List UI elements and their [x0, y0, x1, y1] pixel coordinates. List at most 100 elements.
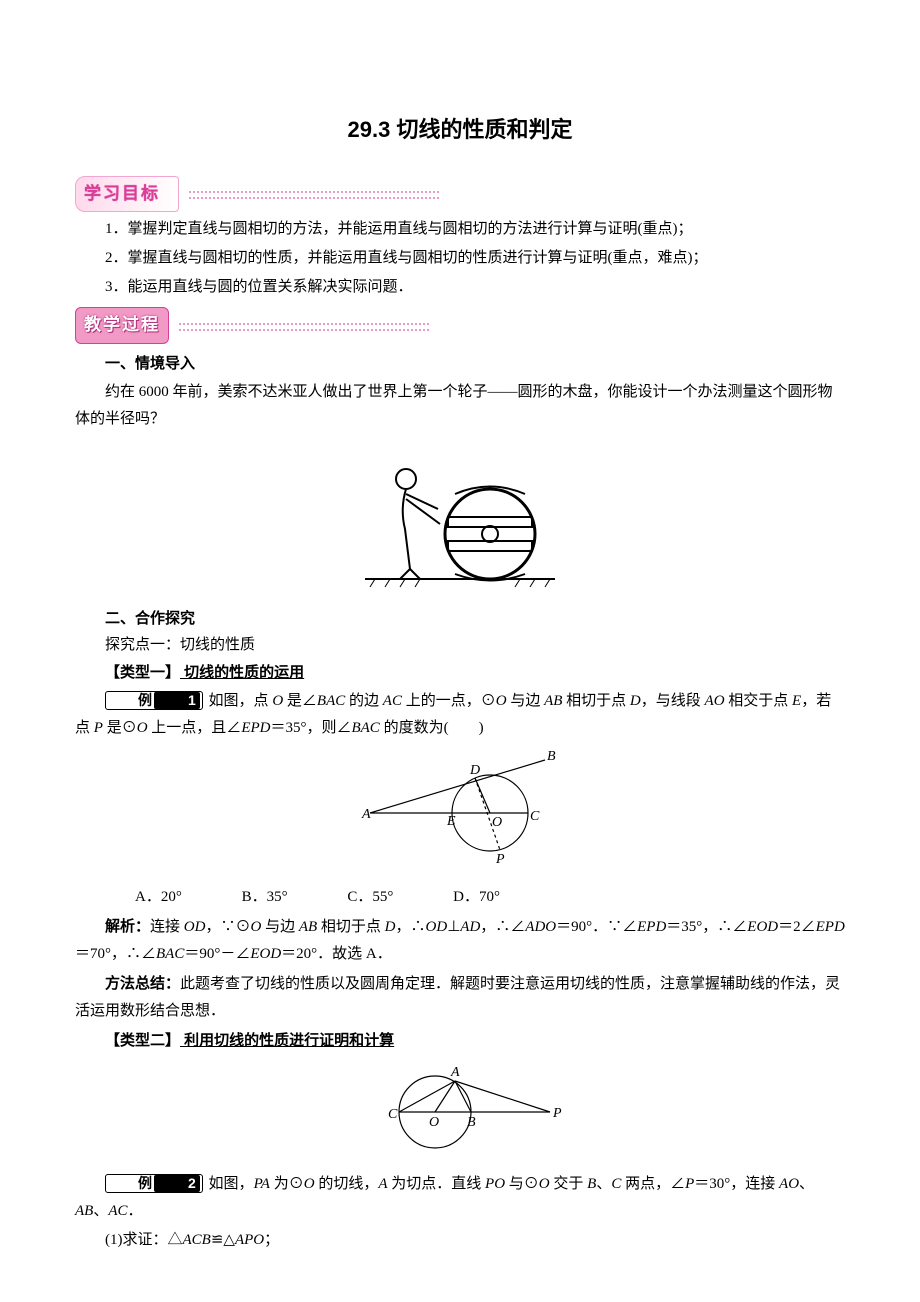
wheel-illustration — [360, 439, 560, 589]
example-label-text: 例 — [138, 692, 152, 708]
ex2-PO: PO — [485, 1176, 505, 1192]
ex2-i: ＝30°，连接 — [694, 1176, 779, 1192]
fig2-B: B — [467, 1115, 476, 1130]
ex1-method: 方法总结：此题考查了切线的性质以及圆周角定理．解题时要注意运用切线的性质，注意掌… — [75, 970, 845, 1025]
example2-label-text: 例 — [138, 1175, 152, 1191]
ex2-g: 、 — [596, 1176, 611, 1192]
ex2-AO: AO — [779, 1176, 799, 1192]
sol-AD: AD — [460, 919, 480, 935]
fig2-O: O — [429, 1115, 439, 1130]
ex2-AC: AC — [108, 1203, 127, 1219]
type-1-label: 【类型一】 — [105, 664, 180, 681]
ex1-O3: O — [137, 720, 148, 736]
type-2-label: 【类型二】 — [105, 1032, 180, 1049]
sol-c: 与边 — [261, 919, 299, 935]
sol-EPD2: EPD — [816, 919, 845, 935]
ex1-e: 与边 — [507, 693, 545, 709]
ex2-O1: O — [304, 1176, 315, 1192]
process-banner-row: 教学过程 — [75, 307, 845, 344]
sol-l: ＝90°－∠ — [184, 946, 250, 962]
ex1-AO: AO — [705, 693, 725, 709]
fig1-P: P — [495, 852, 505, 867]
ex2-f: 交于 — [550, 1176, 588, 1192]
type-2-head: 【类型二】 利用切线的性质进行证明和计算 — [75, 1027, 845, 1054]
fig1-E: E — [446, 814, 456, 829]
banner-dots — [189, 191, 439, 199]
ex1-optC: C．55° — [317, 884, 393, 911]
ex2-C: C — [611, 1176, 621, 1192]
section-1-head: 一、情境导入 — [75, 350, 845, 377]
section-2-head: 二、合作探究 — [75, 605, 845, 632]
objective-1: 1．掌握判定直线与圆相切的方法，并能运用直线与圆相切的方法进行计算与证明(重点)… — [75, 216, 845, 243]
ex1-c: 的边 — [345, 693, 383, 709]
sol-OD1: OD — [184, 919, 206, 935]
ex1-O1: O — [272, 693, 283, 709]
sol-OD2: OD — [426, 919, 448, 935]
ex2-A: A — [378, 1176, 387, 1192]
fig1-B: B — [547, 749, 556, 764]
ex1-optB: B．35° — [212, 884, 288, 911]
objective-3: 3．能运用直线与圆的位置关系解决实际问题． — [75, 274, 845, 301]
ex1-j: 是⊙ — [103, 720, 137, 736]
ex2-l: ． — [128, 1203, 143, 1219]
ex1-d: 上的一点，⊙ — [402, 693, 496, 709]
ex2-j: 、 — [799, 1176, 814, 1192]
objectives-banner-row: 学习目标 — [75, 176, 845, 213]
ex2-a: 如图， — [205, 1176, 254, 1192]
ex2-q1-a: (1)求证：△ — [105, 1232, 183, 1248]
fig1-D: D — [469, 763, 480, 778]
fig2-C: C — [388, 1107, 398, 1122]
ex2-PA: PA — [254, 1176, 270, 1192]
ex2-b: 为⊙ — [270, 1176, 304, 1192]
ex1-l: ＝35°，则∠ — [270, 720, 351, 736]
sol-label: 解析： — [105, 918, 150, 935]
ex1-D: D — [630, 693, 641, 709]
sol-EOD2: EOD — [250, 946, 281, 962]
sol-h: ＝90°．∵∠ — [556, 919, 637, 935]
fig1-C: C — [530, 809, 540, 824]
section-1-p1: 约在 6000 年前，美索不达米亚人做出了世界上第一个轮子——圆形的木盘，你能设… — [75, 379, 845, 433]
ex1-g: ，与线段 — [641, 693, 705, 709]
ex2-O2: O — [539, 1176, 550, 1192]
ex1-optA: A．20° — [105, 884, 182, 911]
ex2-ACB: ACB — [183, 1232, 211, 1248]
ex1-AC: AC — [383, 693, 402, 709]
ex1-BAC2: BAC — [351, 720, 379, 736]
ex2-q1-b: ≌△ — [211, 1232, 235, 1248]
example-2-badge: 例2 — [105, 1174, 203, 1193]
sol-i: ＝35°，∴∠ — [666, 919, 747, 935]
sol-a: 连接 — [150, 919, 184, 935]
example-1: 例1 如图，点 O 是∠BAC 的边 AC 上的一点，⊙O 与边 AB 相切于点… — [75, 688, 845, 742]
ex1-k: 上一点，且∠ — [148, 720, 242, 736]
sol-b: ，∵⊙ — [205, 919, 250, 935]
ex1-optD: D．70° — [423, 884, 500, 911]
ex2-e: 与⊙ — [505, 1176, 539, 1192]
ex1-EPD: EPD — [241, 720, 270, 736]
objectives-banner: 学习目标 — [75, 176, 179, 213]
ex2-APO: APO — [235, 1232, 264, 1248]
sol-d: 相切于点 — [317, 919, 385, 935]
sol-EOD: EOD — [747, 919, 778, 935]
type-1-head: 【类型一】 切线的性质的运用 — [75, 659, 845, 686]
figure-ex2: A B C O P — [75, 1060, 845, 1165]
ex1-a: 如图，点 — [205, 693, 273, 709]
fig2-A: A — [450, 1065, 460, 1080]
ex2-c: 的切线， — [315, 1176, 379, 1192]
explore-point-1: 探究点一：切线的性质 — [75, 632, 845, 659]
figure-ex1: A B C D E O P — [75, 748, 845, 878]
ex1-h: 相交于点 — [725, 693, 793, 709]
ex1-AB: AB — [544, 693, 562, 709]
ex2-q1: (1)求证：△ACB≌△APO； — [75, 1227, 845, 1254]
ex1-O2: O — [496, 693, 507, 709]
ex1-E: E — [792, 693, 801, 709]
ex2-k: 、 — [93, 1203, 108, 1219]
ex2-d: 为切点．直线 — [388, 1176, 486, 1192]
sol-O: O — [250, 919, 261, 935]
ex2-q1-c: ； — [264, 1232, 279, 1248]
example-1-badge: 例1 — [105, 691, 203, 710]
example-label-num: 1 — [154, 692, 200, 709]
ex2-AB: AB — [75, 1203, 93, 1219]
ex1-options: A．20° B．35° C．55° D．70° — [75, 884, 845, 911]
sol-e: ，∴ — [396, 919, 426, 935]
sol-k: ＝70°，∴∠ — [75, 946, 156, 962]
